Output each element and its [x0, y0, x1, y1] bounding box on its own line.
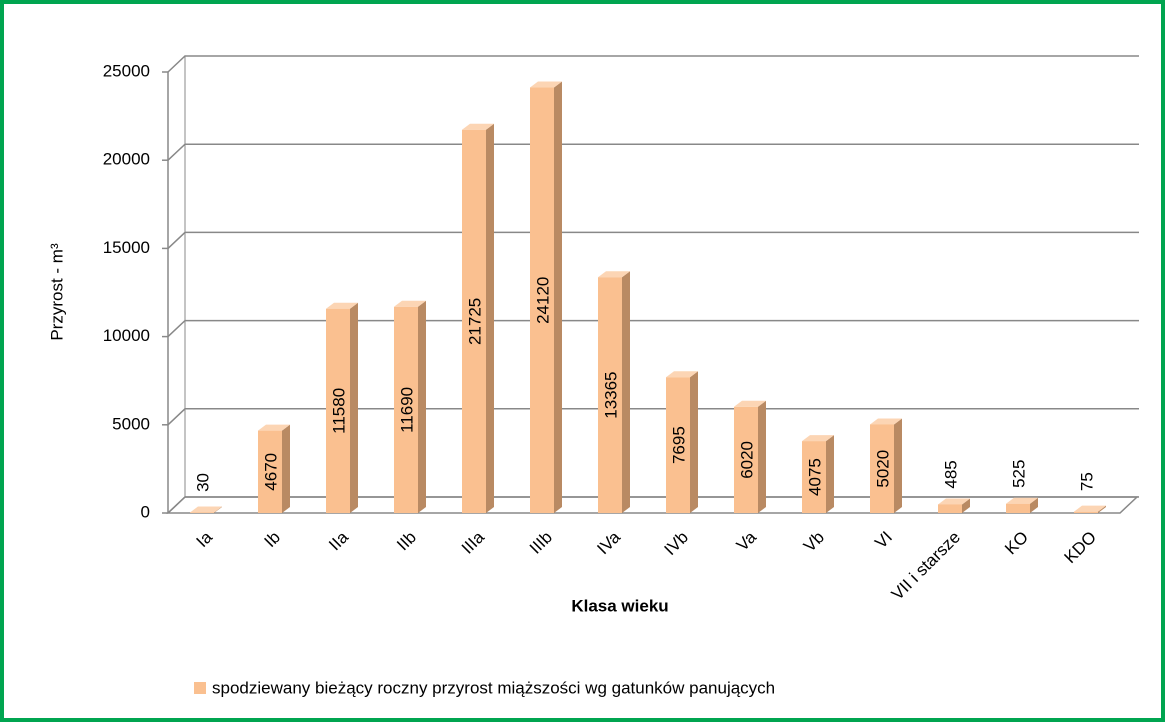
- bar-side: [622, 271, 630, 513]
- bar-side: [486, 123, 494, 514]
- bar: [462, 129, 486, 513]
- data-label: 5020: [873, 450, 892, 488]
- bar-side: [894, 418, 902, 513]
- bar-side: [350, 302, 358, 513]
- bar-top: [326, 302, 358, 309]
- bar-top: [394, 300, 426, 307]
- data-label: 11580: [329, 388, 348, 434]
- x-axis-title: Klasa wieku: [571, 596, 668, 615]
- data-label: 30: [193, 473, 212, 492]
- grid-line: [167, 55, 1139, 73]
- bar: [802, 441, 826, 513]
- bar: [190, 512, 214, 513]
- bar-top: [1074, 505, 1106, 512]
- data-label: 13365: [601, 371, 620, 418]
- data-label: 21725: [465, 298, 484, 345]
- data-label: 6020: [737, 441, 756, 479]
- bar-side: [554, 81, 562, 514]
- bar-top: [1006, 497, 1038, 504]
- bar-top: [190, 506, 222, 513]
- bar-side: [826, 435, 834, 513]
- bar-top: [530, 81, 562, 88]
- data-label: 4670: [261, 453, 280, 491]
- bar-top: [938, 498, 970, 505]
- bar-side: [214, 506, 222, 513]
- bar-side: [962, 498, 970, 513]
- grid-line: [167, 143, 1139, 161]
- grid-line: [167, 231, 1139, 249]
- legend-label: spodziewany bieżący roczny przyrost miąż…: [212, 678, 775, 697]
- bar: [870, 424, 894, 513]
- y-tick-label: 20000: [103, 150, 150, 169]
- bar: [938, 504, 962, 513]
- bar: [326, 308, 350, 513]
- bar-side: [418, 300, 426, 513]
- bar: [1074, 511, 1098, 513]
- data-label: 24120: [533, 277, 552, 324]
- y-tick-label: 5000: [112, 414, 150, 433]
- bar: [1006, 503, 1030, 513]
- grid-line: [167, 408, 1139, 426]
- data-label: 485: [941, 460, 960, 488]
- bar-top: [598, 271, 630, 278]
- data-label: 525: [1009, 460, 1028, 488]
- bar: [258, 430, 282, 513]
- data-label: 11690: [397, 387, 416, 433]
- bar-top: [802, 435, 834, 442]
- bar-side: [690, 371, 698, 513]
- y-tick-label: 15000: [103, 238, 150, 257]
- bar-top: [258, 424, 290, 431]
- bar-side: [1030, 497, 1038, 513]
- y-axis-title: Przyrost - m³: [47, 243, 66, 341]
- legend-swatch: [194, 682, 206, 694]
- bar: [598, 277, 622, 513]
- bar-top: [666, 371, 698, 378]
- data-label: 4075: [805, 458, 824, 496]
- bar-top: [734, 400, 766, 407]
- bar-top: [462, 123, 494, 130]
- bar: [734, 406, 758, 513]
- bar-side: [1098, 505, 1106, 513]
- bar: [394, 306, 418, 513]
- bar: [530, 87, 554, 514]
- bar: [666, 377, 690, 513]
- y-tick-label: 0: [141, 502, 150, 521]
- grid-line: [167, 319, 1139, 338]
- y-tick-label: 25000: [103, 61, 150, 80]
- data-label: 7695: [669, 426, 688, 464]
- bar-top: [870, 418, 902, 425]
- data-label: 75: [1077, 472, 1096, 491]
- y-tick-label: 10000: [103, 326, 150, 345]
- bar-side: [282, 424, 290, 513]
- bar-side: [758, 400, 766, 513]
